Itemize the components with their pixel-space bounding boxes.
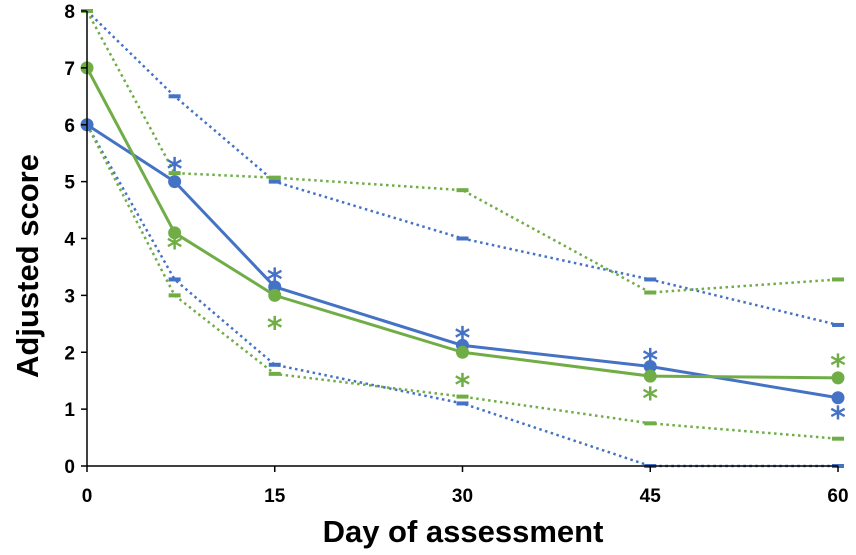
x-axis-title: Day of assessment	[323, 514, 604, 549]
green-upper-marker	[268, 175, 281, 180]
green-median-significance-star: *	[167, 231, 183, 266]
blue-upper-marker	[168, 94, 181, 99]
y-tick-label: 0	[64, 457, 75, 478]
y-tick-label: 8	[64, 2, 75, 23]
blue-median-point	[643, 359, 657, 373]
green-upper-marker	[644, 290, 657, 295]
blue-median-significance-star: *	[167, 153, 183, 188]
significance-layer: * * * * * * * * * *	[167, 153, 846, 436]
green-median-point	[643, 369, 657, 383]
blue-median-significance-star: *	[267, 263, 283, 298]
green-lower-marker	[268, 371, 281, 376]
blue-upper-line	[86, 10, 839, 327]
blue-median-significance-star: *	[642, 343, 658, 378]
green-lower-marker	[832, 436, 844, 441]
green-median-significance-star: *	[830, 349, 846, 384]
blue-lower-marker	[456, 401, 469, 406]
green-median-significance-star: *	[267, 311, 283, 346]
x-tick-label: 15	[264, 486, 286, 507]
green-median-point	[268, 288, 282, 302]
y-tick-label: 7	[64, 59, 75, 80]
green-median-point	[168, 226, 182, 240]
x-tick-label: 45	[640, 486, 662, 507]
y-tick-label: 4	[64, 230, 75, 251]
y-tick-label: 6	[64, 116, 75, 137]
blue-upper-marker	[832, 322, 844, 327]
y-tick-label: 2	[64, 343, 75, 364]
blue-lower-marker	[268, 362, 281, 367]
y-tick-label: 5	[64, 173, 75, 194]
y-tick-label: 3	[64, 286, 75, 307]
x-tick-label: 30	[452, 486, 473, 507]
green-median-significance-star: *	[455, 368, 471, 403]
blue-upper-marker	[268, 179, 281, 184]
green-median-point	[831, 371, 845, 385]
y-axis-title: Adjusted score	[10, 154, 45, 378]
blue-median-point	[831, 391, 845, 405]
green-upper-marker	[168, 171, 181, 176]
blue-lower-marker	[168, 277, 181, 282]
green-lower-marker	[644, 421, 657, 426]
series-layer	[80, 9, 845, 468]
blue-lower-line	[85, 124, 838, 468]
axes-layer	[81, 10, 839, 472]
green-upper-marker	[456, 188, 469, 193]
green-median-line	[85, 67, 839, 380]
blue-upper-marker	[456, 236, 469, 241]
x-tick-label: 0	[82, 486, 93, 507]
blue-median-significance-star: *	[830, 401, 846, 436]
green-upper-marker	[832, 277, 844, 282]
blue-upper-marker	[644, 277, 657, 282]
blue-median-point	[168, 175, 182, 189]
y-tick-label: 1	[64, 400, 75, 421]
green-lower-marker	[456, 394, 469, 399]
blue-median-line	[86, 123, 839, 400]
green-median-point	[456, 345, 469, 359]
blue-median-significance-star: *	[455, 321, 471, 356]
green-upper-line	[85, 10, 839, 294]
green-lower-marker	[168, 293, 181, 298]
green-median-significance-star: *	[642, 382, 658, 417]
x-tick-label: 60	[827, 486, 848, 507]
